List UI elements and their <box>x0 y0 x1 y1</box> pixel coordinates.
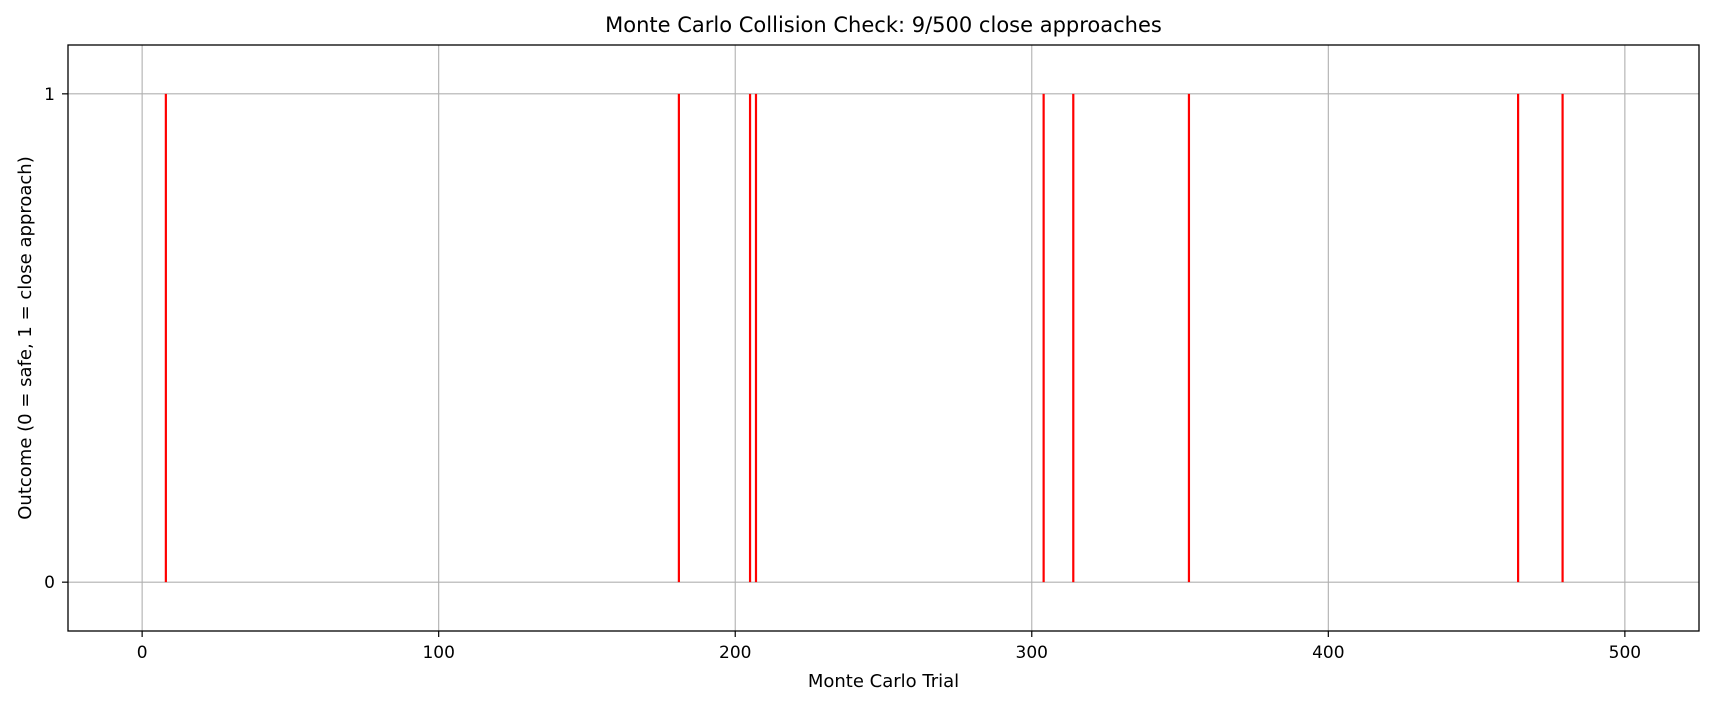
x-axis-label: Monte Carlo Trial <box>808 671 959 692</box>
chart-title: Monte Carlo Collision Check: 9/500 close… <box>605 13 1162 37</box>
axis-ticks: 0 100 200 300 400 500 0 1 <box>44 85 1641 663</box>
x-tick-label: 500 <box>1609 643 1641 663</box>
grid-lines <box>68 45 1699 631</box>
x-tick-label: 300 <box>1016 643 1048 663</box>
x-tick-label: 0 <box>137 643 148 663</box>
y-tick-label: 0 <box>44 573 55 593</box>
y-tick-label: 1 <box>44 85 55 105</box>
close-approach-bars <box>164 93 1564 583</box>
y-axis-label: Outcome (0 = safe, 1 = close approach) <box>15 156 36 519</box>
plot-frame <box>67 44 1700 632</box>
x-tick-label: 100 <box>422 643 454 663</box>
x-tick-label: 200 <box>719 643 751 663</box>
x-tick-label: 400 <box>1312 643 1344 663</box>
